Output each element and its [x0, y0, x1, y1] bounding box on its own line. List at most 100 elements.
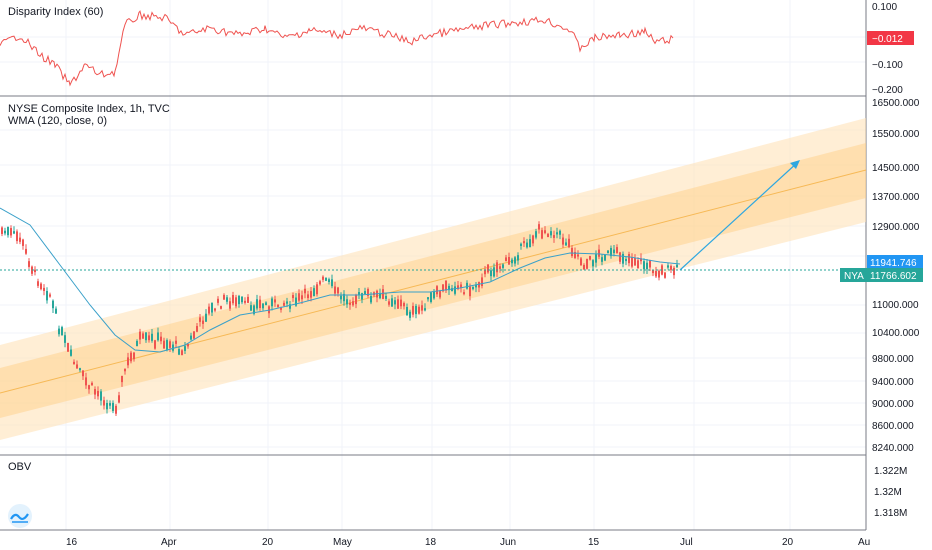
tradingview-logo-icon[interactable] — [8, 504, 32, 528]
candle-body — [43, 287, 45, 291]
candle-body — [217, 298, 219, 303]
candle-body — [256, 299, 258, 309]
price-tick: 11000.000 — [872, 300, 919, 311]
candle-body — [544, 230, 546, 234]
candle-body — [433, 291, 435, 299]
channel-inner-band — [0, 143, 866, 418]
projection-arrow[interactable] — [679, 160, 800, 271]
candle-body — [325, 277, 327, 281]
disparity-price-axis[interactable]: 0.100 −0.100 −0.200 — [872, 2, 903, 96]
candle-body — [601, 257, 603, 262]
candle-body — [115, 405, 117, 414]
candle-body — [61, 327, 63, 336]
candle-body — [316, 284, 318, 295]
candle-body — [616, 247, 618, 253]
candle-body — [364, 291, 366, 295]
main-price-axis[interactable]: 16500.000 15500.000 14500.000 13700.000 … — [872, 98, 920, 454]
candle-body — [565, 242, 567, 246]
candle-body — [193, 331, 195, 339]
candle-body — [262, 303, 264, 309]
candle-body — [478, 282, 480, 288]
time-axis[interactable]: 16 Apr 20 May 18 Jun 15 Jul 20 Au — [66, 537, 870, 548]
candle-body — [169, 341, 171, 348]
candle-body — [628, 254, 630, 264]
candle-body — [526, 242, 528, 248]
candle-body — [202, 320, 204, 324]
candle-body — [403, 303, 405, 307]
candle-body — [529, 239, 531, 248]
price-tick: 9400.000 — [872, 377, 914, 388]
candle-body — [481, 277, 483, 287]
candle-body — [637, 260, 639, 269]
candle-body — [409, 311, 411, 318]
time-tick: Jun — [500, 537, 516, 548]
candle-body — [439, 291, 441, 298]
candle-body — [523, 241, 525, 244]
candle-body — [190, 335, 192, 340]
candle-body — [484, 270, 486, 275]
candle-body — [595, 254, 597, 263]
candle-body — [283, 302, 285, 306]
candle-body — [520, 243, 522, 246]
candle-body — [592, 260, 594, 267]
candle-body — [442, 284, 444, 292]
candle-body — [421, 305, 423, 311]
candle-body — [46, 290, 48, 301]
disparity-title: Disparity Index (60) — [8, 6, 103, 18]
candle-body — [394, 300, 396, 305]
candle-body — [280, 307, 282, 310]
candle-body — [52, 300, 54, 309]
candle-body — [574, 251, 576, 258]
price-tick: 8240.000 — [872, 443, 914, 454]
channel-midline — [0, 169, 867, 394]
candle-body — [121, 375, 123, 383]
candle-body — [496, 262, 498, 273]
candle-body — [538, 224, 540, 230]
time-tick: 20 — [782, 537, 794, 548]
candle-body — [655, 271, 657, 277]
arrow-head-icon — [790, 160, 800, 169]
candle-body — [622, 253, 624, 264]
candle-body — [337, 287, 339, 294]
price-candles[interactable] — [1, 221, 678, 417]
disparity-value-badge: −0.012 — [867, 31, 914, 45]
price-tick: 14500.000 — [872, 163, 920, 174]
candle-body — [499, 266, 501, 269]
candle-body — [208, 306, 210, 314]
candle-body — [397, 299, 399, 309]
time-tick: 18 — [425, 537, 437, 548]
candle-body — [505, 257, 507, 262]
candle-body — [274, 299, 276, 303]
candle-body — [229, 301, 231, 309]
regression-channel[interactable] — [0, 118, 867, 440]
time-tick: May — [333, 537, 352, 548]
candle-body — [241, 296, 243, 303]
candle-body — [97, 390, 99, 397]
candle-body — [100, 391, 102, 401]
candle-body — [7, 226, 9, 236]
candle-body — [178, 349, 180, 355]
candle-body — [487, 264, 489, 273]
candle-body — [418, 306, 420, 314]
candle-body — [85, 377, 87, 386]
candle-body — [472, 286, 474, 290]
candle-body — [1, 227, 3, 234]
candle-body — [10, 228, 12, 236]
candle-body — [352, 301, 354, 306]
candle-body — [430, 292, 432, 302]
candle-body — [187, 343, 189, 347]
candle-body — [271, 298, 273, 307]
candle-body — [13, 231, 15, 234]
candle-body — [577, 254, 579, 257]
disparity-tick: 0.100 — [872, 2, 897, 13]
channel-outer-band — [0, 118, 866, 440]
wma-badge-text: 11941.746 — [870, 258, 917, 269]
candle-body — [232, 294, 234, 304]
candle-body — [184, 346, 186, 351]
candle-body — [475, 284, 477, 288]
disparity-index-line[interactable] — [0, 10, 674, 87]
candle-body — [175, 340, 177, 344]
wma-line[interactable] — [0, 207, 681, 353]
obv-price-axis[interactable]: 1.322M 1.32M 1.318M — [874, 466, 907, 519]
